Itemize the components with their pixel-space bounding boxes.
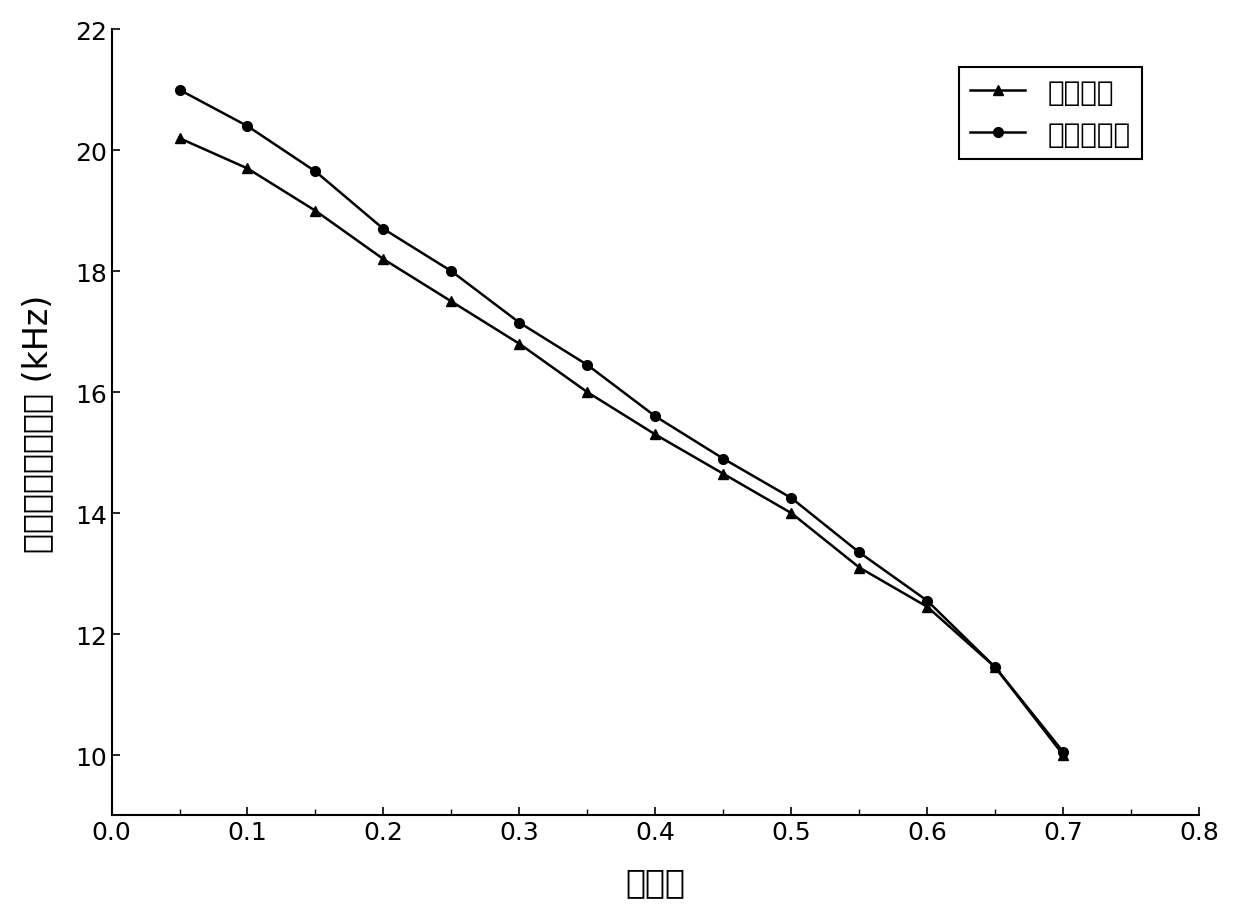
反共振频率 — [376, 224, 391, 235]
反共振频率 — [241, 121, 255, 132]
共振频率 — [241, 164, 255, 175]
Legend: 共振频率, 反共振频率: 共振频率, 反共振频率 — [959, 68, 1142, 160]
共振频率 — [444, 297, 459, 308]
共振频率 — [784, 508, 799, 519]
反共振频率 — [172, 85, 187, 96]
共振频率 — [512, 339, 527, 350]
共振频率 — [649, 429, 663, 440]
反共振频率 — [512, 318, 527, 329]
共振频率 — [580, 387, 595, 398]
Line: 反共振频率: 反共振频率 — [175, 85, 1068, 757]
反共振频率 — [580, 360, 595, 371]
共振频率 — [308, 206, 322, 217]
共振频率 — [715, 469, 730, 480]
Y-axis label: 共振及反共振频率 (kHz): 共振及反共振频率 (kHz) — [21, 294, 53, 552]
共振频率 — [920, 602, 935, 613]
Line: 共振频率: 共振频率 — [175, 134, 1068, 760]
共振频率 — [852, 562, 867, 573]
反共振频率 — [920, 596, 935, 607]
反共振频率 — [444, 267, 459, 278]
共振频率 — [376, 255, 391, 266]
反共振频率 — [988, 662, 1003, 673]
反共振频率 — [784, 493, 799, 504]
X-axis label: 穿孔率: 穿孔率 — [625, 865, 686, 898]
反共振频率 — [852, 548, 867, 559]
反共振频率 — [308, 166, 322, 177]
共振频率 — [1055, 750, 1070, 761]
共振频率 — [988, 662, 1003, 673]
反共振频率 — [1055, 746, 1070, 757]
共振频率 — [172, 133, 187, 144]
反共振频率 — [715, 454, 730, 465]
反共振频率 — [649, 412, 663, 423]
